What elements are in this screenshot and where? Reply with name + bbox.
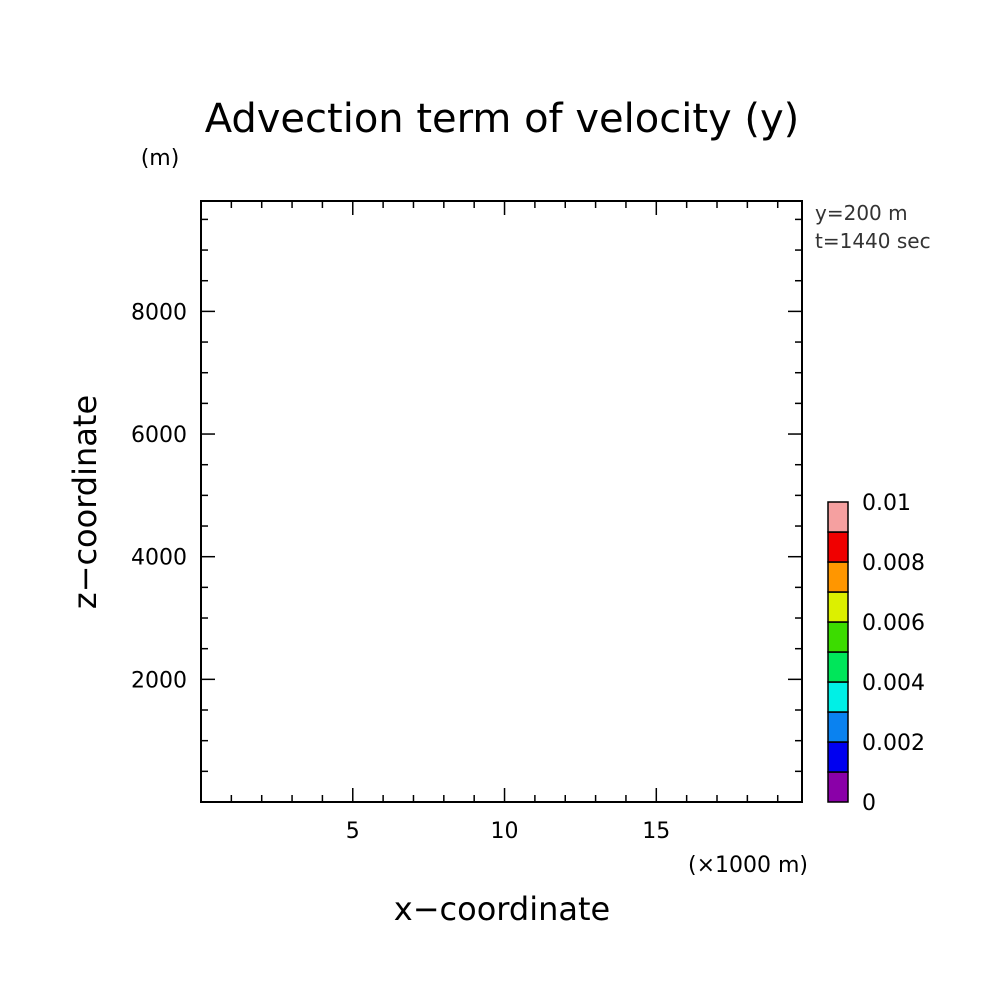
colorbar-swatch [827, 501, 849, 533]
axis-ticks [201, 201, 802, 802]
colorbar-label: 0.006 [862, 611, 925, 636]
x-unit-label: (×1000 m) [688, 853, 808, 878]
colorbar-swatch [827, 771, 849, 803]
colorbar [827, 501, 849, 803]
colorbar-swatch [827, 681, 849, 713]
y-tick-label: 4000 [131, 546, 187, 571]
colorbar-swatch [827, 531, 849, 563]
colorbar-label: 0.008 [862, 551, 925, 576]
y-unit-label: (m) [141, 146, 180, 171]
y-tick-label: 8000 [131, 300, 187, 325]
colorbar-swatch [827, 591, 849, 623]
colorbar-swatch [827, 741, 849, 773]
y-tick-labels: 2000 4000 6000 8000 [131, 300, 187, 693]
colorbar-label: 0.002 [862, 731, 925, 756]
colorbar-swatch [827, 561, 849, 593]
annotation-y: y=200 m [815, 201, 908, 225]
colorbar-label: 0.004 [862, 671, 925, 696]
x-tick-label: 5 [346, 819, 360, 844]
x-tick-labels: 5 10 15 [346, 819, 671, 844]
y-axis-title: z−coordinate [66, 395, 104, 609]
y-tick-label: 2000 [131, 668, 187, 693]
colorbar-label: 0.01 [862, 491, 911, 516]
x-tick-label: 15 [642, 819, 670, 844]
colorbar-label: 0 [862, 791, 876, 816]
colorbar-labels: 0 0.002 0.004 0.006 0.008 0.01 [862, 491, 925, 816]
annotation-t: t=1440 sec [815, 229, 931, 253]
colorbar-swatch [827, 711, 849, 743]
colorbar-swatch [827, 621, 849, 653]
colorbar-swatch [827, 651, 849, 683]
y-tick-label: 6000 [131, 423, 187, 448]
chart-title: Advection term of velocity (y) [205, 96, 800, 142]
x-tick-label: 10 [491, 819, 519, 844]
x-axis-title: x−coordinate [394, 890, 610, 928]
plot-frame [200, 200, 803, 803]
